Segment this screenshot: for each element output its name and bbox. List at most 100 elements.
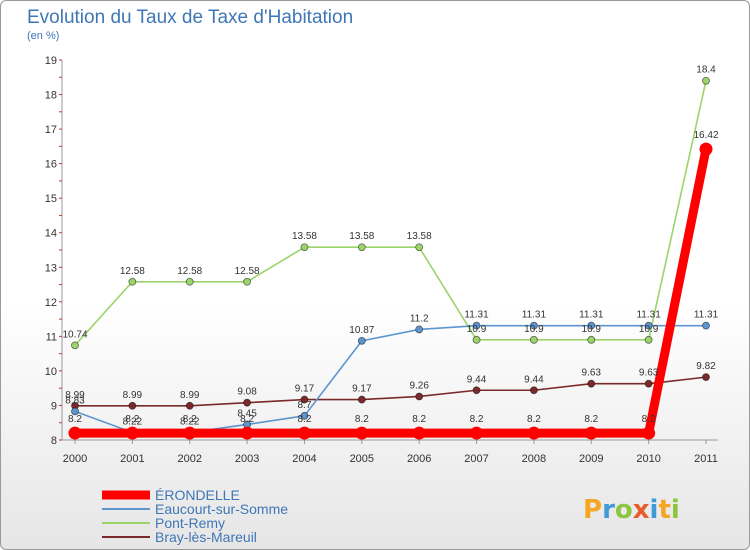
- data-label: 8.2: [412, 414, 426, 425]
- data-point: [125, 426, 139, 440]
- x-tick-label: 2003: [235, 453, 259, 465]
- y-tick-label: 8: [51, 435, 57, 447]
- x-tick-label: 2004: [292, 453, 316, 465]
- data-point: [71, 341, 79, 350]
- data-point: [240, 426, 254, 440]
- series-line: [75, 376, 707, 407]
- data-label: 8.2: [240, 414, 254, 425]
- data-label: 8.99: [180, 390, 200, 401]
- x-tick-label: 2007: [464, 453, 488, 465]
- data-point: [300, 395, 309, 404]
- x-tick-label: 2011: [694, 453, 718, 465]
- data-label: 13.58: [292, 231, 317, 242]
- data-point: [584, 426, 598, 440]
- data-label: 8.2: [183, 414, 197, 425]
- y-tick-label: 11: [46, 331, 57, 343]
- data-point: [699, 142, 713, 156]
- data-point: [71, 407, 79, 416]
- data-point: [642, 426, 656, 440]
- data-point: [702, 321, 710, 330]
- y-tick-label: 16: [45, 159, 57, 171]
- data-label: 16.42: [693, 130, 718, 141]
- series-line: [75, 148, 711, 438]
- data-label: 10.74: [62, 329, 87, 340]
- data-label: 10.9: [639, 324, 659, 335]
- data-point: [530, 386, 538, 395]
- legend-label: ÉRONDELLE: [155, 487, 240, 503]
- data-label: 8.22: [180, 416, 200, 427]
- x-tick-label: 2001: [120, 453, 144, 465]
- x-tick-label: 2000: [63, 453, 87, 465]
- data-label: 11.31: [694, 310, 719, 321]
- data-label: 8.83: [65, 395, 85, 406]
- data-label: 10.87: [349, 325, 374, 336]
- data-label: 8.45: [237, 408, 257, 419]
- series-line: [74, 324, 706, 434]
- axes: 8 9 10 11 12 13 14 15 16 17 18 19 2000 2001 2002 2003 20…: [45, 55, 718, 465]
- data-point: [128, 401, 137, 410]
- chart-unit: (en %): [27, 30, 60, 42]
- data-point: [68, 426, 82, 440]
- data-point: [297, 426, 311, 440]
- data-label: 8.7: [298, 400, 312, 411]
- y-tick-label: 19: [45, 55, 57, 67]
- data-point: [644, 379, 653, 388]
- data-label: 8.2: [584, 414, 598, 425]
- legend-label: Eaucourt-sur-Somme: [155, 501, 288, 517]
- data-label: 9.08: [237, 387, 257, 398]
- data-label: 8.99: [123, 390, 143, 401]
- data-point: [185, 277, 194, 286]
- data-label: 9.26: [409, 380, 429, 391]
- data-label: 9.17: [352, 384, 372, 395]
- y-tick-label: 12: [45, 297, 57, 309]
- data-label: 10.9: [467, 324, 487, 335]
- data-label: 11.2: [410, 313, 429, 324]
- data-label: 8.2: [527, 414, 541, 425]
- y-tick-label: 15: [45, 193, 57, 205]
- data-label: 13.58: [407, 231, 432, 242]
- data-point: [470, 426, 484, 440]
- data-label: 8.99: [65, 390, 85, 401]
- data-point: [472, 386, 481, 395]
- y-tick-label: 10: [45, 366, 57, 378]
- data-point: [530, 335, 538, 344]
- data-label: 8.2: [355, 414, 369, 425]
- data-label: 11.31: [522, 310, 547, 321]
- data-point: [128, 277, 137, 286]
- data-label: 9.44: [467, 374, 487, 385]
- data-label: 8.2: [642, 414, 656, 425]
- data-label: 8.2: [68, 414, 82, 425]
- data-point: [300, 411, 309, 420]
- data-label: 8.2: [470, 414, 484, 425]
- data-point: [587, 379, 596, 388]
- x-tick-label: 2008: [522, 453, 546, 465]
- data-label: 12.58: [120, 266, 145, 277]
- y-tick-label: 17: [45, 124, 57, 136]
- data-point: [644, 321, 653, 330]
- data-label: 9.17: [295, 384, 315, 395]
- y-tick-label: 18: [45, 90, 57, 102]
- data-point: [355, 426, 369, 440]
- data-point: [357, 336, 366, 345]
- data-labels: 8.99 8.99 8.99 9.08 9.17 9.17 9.26 9.44 9.44 9.63…: [62, 65, 718, 428]
- data-label: 8.2: [298, 414, 312, 425]
- data-point: [472, 335, 481, 344]
- data-point: [702, 76, 710, 85]
- x-tick-label: 2002: [177, 453, 201, 465]
- data-label: 11.31: [636, 310, 661, 321]
- data-point: [587, 321, 596, 330]
- data-point: [644, 335, 653, 344]
- data-label: 12.58: [177, 266, 202, 277]
- data-point: [412, 426, 426, 440]
- series-line: [74, 80, 707, 346]
- data-point: [415, 243, 424, 252]
- data-label: 9.63: [639, 368, 659, 379]
- data-label: 10.9: [524, 324, 544, 335]
- data-point: [357, 395, 366, 404]
- data-point: [527, 426, 541, 440]
- legend-label: Bray-lès-Mareuil: [155, 529, 257, 545]
- x-tick-label: 2010: [636, 453, 660, 465]
- legend: ÉRONDELLEEaucourt-sur-SommePont-RemyBray…: [102, 487, 288, 545]
